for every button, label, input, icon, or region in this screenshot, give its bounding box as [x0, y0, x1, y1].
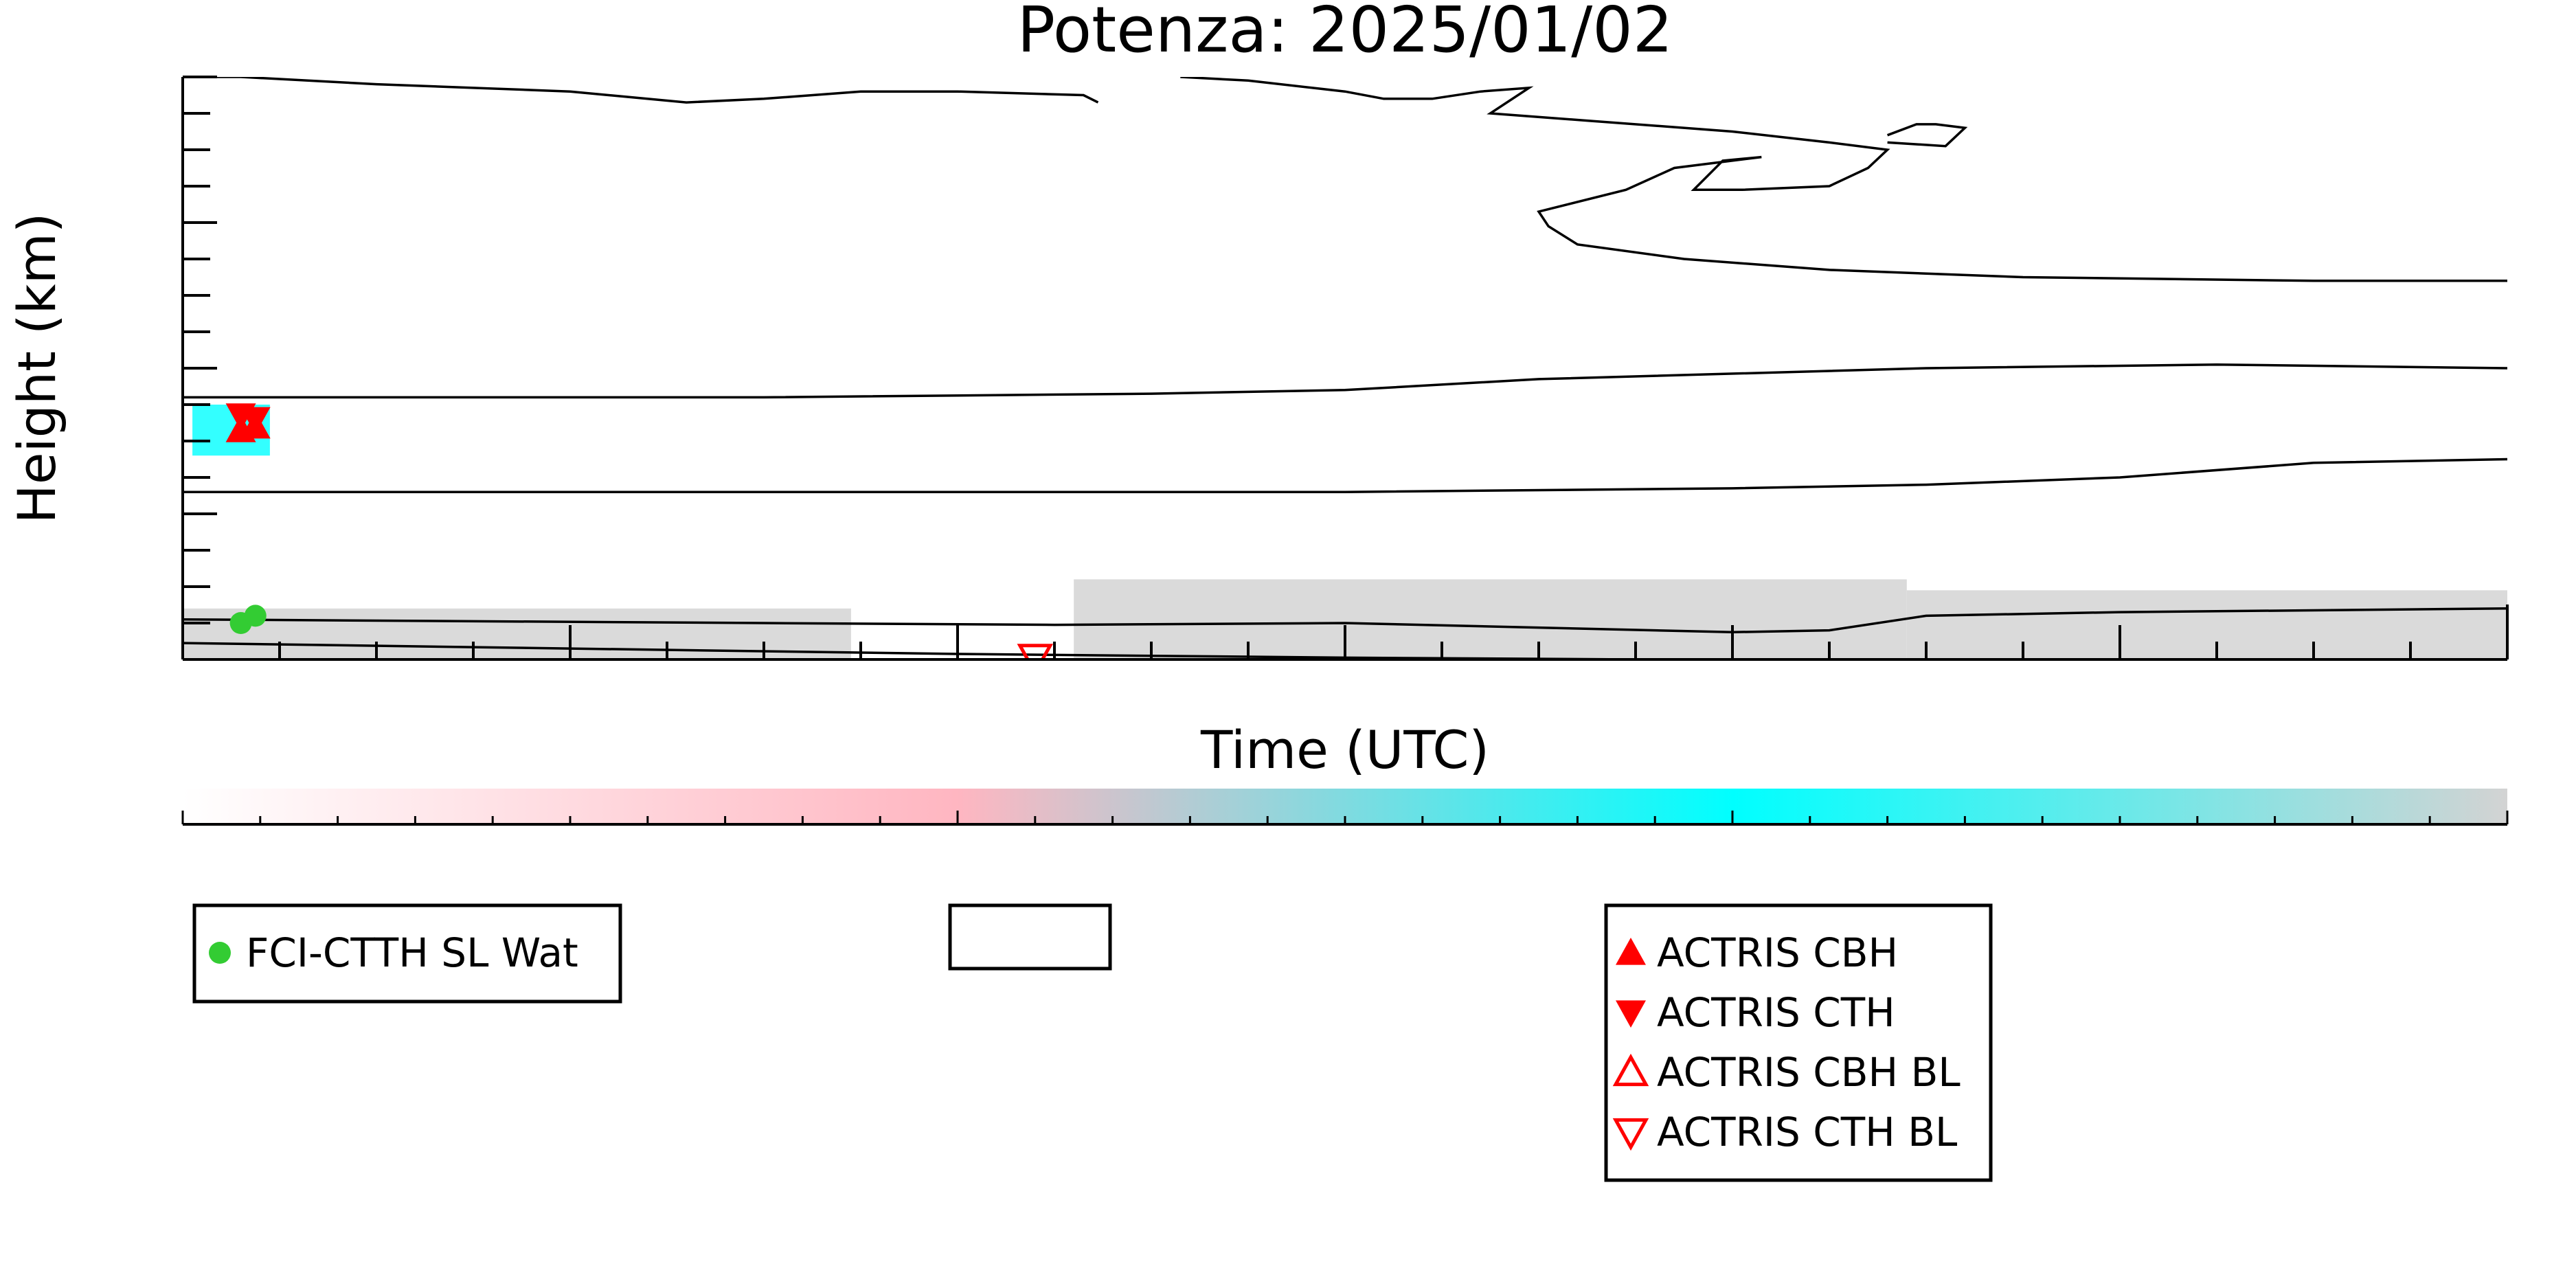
colorbar	[181, 789, 2509, 826]
legend-label: ACTRIS CTH BL	[1657, 1109, 1957, 1155]
legend-label: ACTRIS CTH	[1657, 989, 1895, 1036]
legend-item: ACTRIS CTH	[1616, 989, 1895, 1036]
contour-line	[183, 457, 2507, 493]
legend-item: FCI-CTTH SL Wat	[209, 929, 578, 976]
cloud-other-segment	[1906, 590, 2507, 659]
legend-right-box	[1604, 903, 1993, 1182]
legend-marker	[1612, 1118, 1649, 1151]
colorbar-ticks	[181, 811, 2509, 824]
data-point	[240, 407, 271, 435]
legend-marker	[1612, 1053, 1649, 1087]
legend-label: ACTRIS CBH BL	[1657, 1049, 1961, 1096]
axes	[181, 77, 2509, 661]
legend-item: ACTRIS CBH BL	[1612, 1049, 1961, 1096]
legend-middle-box	[948, 903, 1112, 971]
plot-area	[183, 77, 2507, 659]
legend-marker	[1616, 938, 1646, 965]
chart-title: Potenza: 2025/01/02	[1017, 0, 1673, 67]
legend-marker	[209, 942, 231, 964]
legend-marker	[1616, 1000, 1646, 1028]
x-axis-title: Time (UTC)	[1200, 719, 1489, 780]
x-ticks	[181, 625, 2509, 659]
legend-item: ACTRIS CTH BL	[1612, 1109, 1957, 1155]
legend-left: FCI-CTTH SL Wat	[192, 903, 622, 1004]
legend-item: ACTRIS CBH	[1616, 929, 1898, 976]
legend-middle	[948, 903, 1112, 971]
contour-layer	[183, 77, 2507, 659]
legend-label: ACTRIS CBH	[1657, 929, 1898, 976]
data-point	[244, 605, 267, 627]
y-ticks	[183, 76, 217, 661]
contour-label-layer	[817, 376, 1147, 670]
legend-left-box	[192, 903, 622, 1004]
legend-right: ACTRIS CBH ACTRIS CTH ACTRIS CBH BL ACTRIS …	[1604, 903, 1993, 1182]
contour-line	[1886, 123, 1968, 148]
contour-line	[183, 363, 2507, 399]
contour-line	[1180, 77, 2507, 282]
y-axis-title: Height (km)	[6, 213, 67, 524]
contour-line	[183, 77, 1099, 104]
cloud-other-segment	[1074, 579, 1907, 659]
legend-label: FCI-CTTH SL Wat	[246, 929, 578, 976]
